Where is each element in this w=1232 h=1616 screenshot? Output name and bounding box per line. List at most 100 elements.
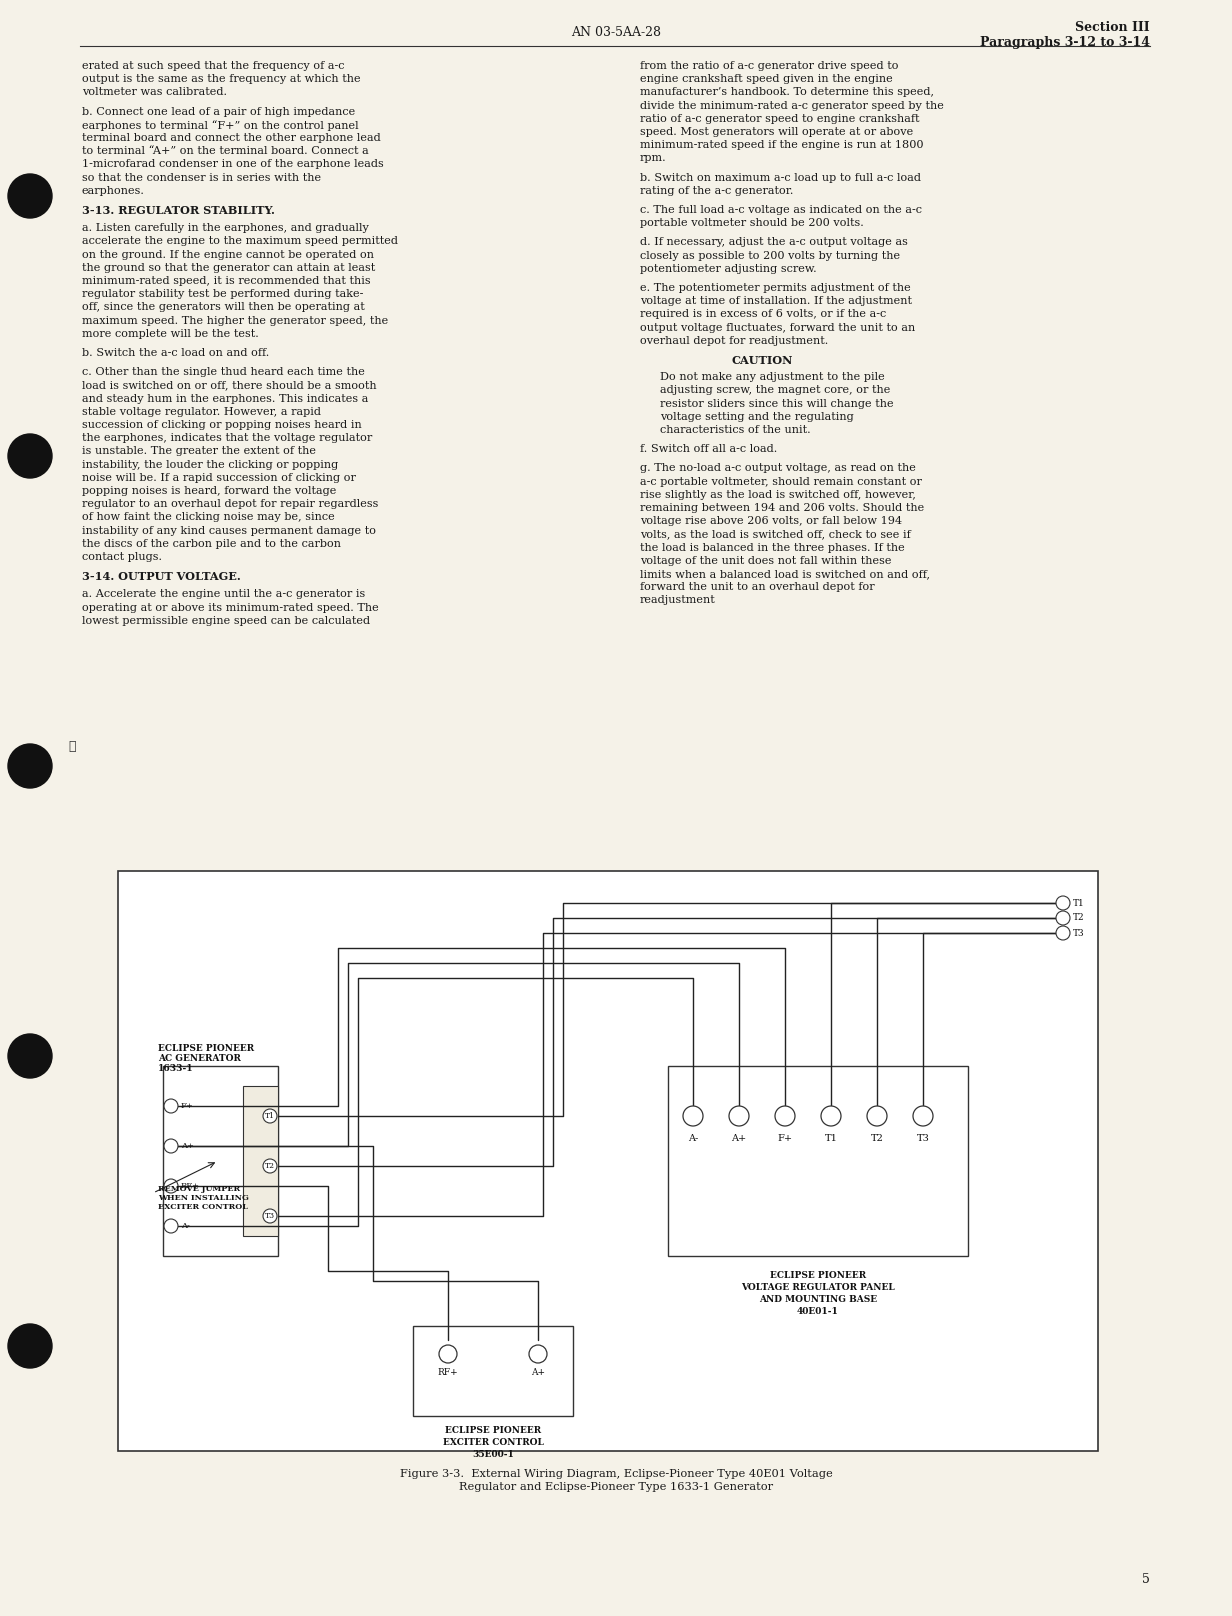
Text: to terminal “A+” on the terminal board. Connect a: to terminal “A+” on the terminal board. … bbox=[83, 145, 368, 157]
Circle shape bbox=[1056, 911, 1071, 924]
Text: b. Switch the a-c load on and off.: b. Switch the a-c load on and off. bbox=[83, 347, 270, 359]
Circle shape bbox=[683, 1105, 703, 1126]
Text: c. Other than the single thud heard each time the: c. Other than the single thud heard each… bbox=[83, 367, 365, 377]
Text: a. Listen carefully in the earphones, and gradually: a. Listen carefully in the earphones, an… bbox=[83, 223, 368, 233]
Circle shape bbox=[164, 1218, 177, 1233]
Text: WHEN INSTALLING: WHEN INSTALLING bbox=[158, 1194, 249, 1202]
Text: T3: T3 bbox=[917, 1134, 929, 1143]
Text: voltmeter was calibrated.: voltmeter was calibrated. bbox=[83, 87, 227, 97]
Text: T2: T2 bbox=[265, 1162, 275, 1170]
Text: maximum speed. The higher the generator speed, the: maximum speed. The higher the generator … bbox=[83, 315, 388, 325]
Bar bbox=[118, 871, 1098, 1451]
Circle shape bbox=[729, 1105, 749, 1126]
Text: regulator stability test be performed during take-: regulator stability test be performed du… bbox=[83, 289, 363, 299]
Text: 35E00-1: 35E00-1 bbox=[472, 1450, 514, 1459]
Circle shape bbox=[262, 1109, 277, 1123]
Text: A-: A- bbox=[181, 1222, 190, 1230]
Text: F+: F+ bbox=[181, 1102, 193, 1110]
Text: remaining between 194 and 206 volts. Should the: remaining between 194 and 206 volts. Sho… bbox=[639, 503, 924, 512]
Text: F+: F+ bbox=[777, 1134, 792, 1143]
Text: voltage setting and the regulating: voltage setting and the regulating bbox=[660, 412, 854, 422]
Text: speed. Most generators will operate at or above: speed. Most generators will operate at o… bbox=[639, 128, 913, 137]
Text: Regulator and Eclipse-Pioneer Type 1633-1 Generator: Regulator and Eclipse-Pioneer Type 1633-… bbox=[460, 1482, 772, 1492]
Text: instability, the louder the clicking or popping: instability, the louder the clicking or … bbox=[83, 459, 339, 470]
Circle shape bbox=[775, 1105, 795, 1126]
Text: AC GENERATOR: AC GENERATOR bbox=[158, 1054, 241, 1063]
Text: the ground so that the generator can attain at least: the ground so that the generator can att… bbox=[83, 263, 376, 273]
Circle shape bbox=[821, 1105, 841, 1126]
Circle shape bbox=[913, 1105, 933, 1126]
Text: succession of clicking or popping noises heard in: succession of clicking or popping noises… bbox=[83, 420, 362, 430]
Text: volts, as the load is switched off, check to see if: volts, as the load is switched off, chec… bbox=[639, 530, 910, 540]
Text: load is switched on or off, there should be a smooth: load is switched on or off, there should… bbox=[83, 380, 377, 391]
Text: engine crankshaft speed given in the engine: engine crankshaft speed given in the eng… bbox=[639, 74, 893, 84]
Text: REMOVE JUMPER: REMOVE JUMPER bbox=[158, 1185, 240, 1193]
Text: the earphones, indicates that the voltage regulator: the earphones, indicates that the voltag… bbox=[83, 433, 372, 443]
Text: adjusting screw, the magnet core, or the: adjusting screw, the magnet core, or the bbox=[660, 385, 891, 396]
Text: VOLTAGE REGULATOR PANEL: VOLTAGE REGULATOR PANEL bbox=[742, 1283, 894, 1293]
Text: ratio of a-c generator speed to engine crankshaft: ratio of a-c generator speed to engine c… bbox=[639, 113, 919, 124]
Text: a. Accelerate the engine until the a-c generator is: a. Accelerate the engine until the a-c g… bbox=[83, 590, 365, 600]
Text: T1: T1 bbox=[265, 1112, 275, 1120]
Text: and steady hum in the earphones. This indicates a: and steady hum in the earphones. This in… bbox=[83, 394, 368, 404]
Circle shape bbox=[164, 1180, 177, 1193]
Text: T1: T1 bbox=[1073, 898, 1084, 908]
Text: Do not make any adjustment to the pile: Do not make any adjustment to the pile bbox=[660, 372, 885, 383]
Text: e. The potentiometer permits adjustment of the: e. The potentiometer permits adjustment … bbox=[639, 283, 910, 292]
Text: off, since the generators will then be operating at: off, since the generators will then be o… bbox=[83, 302, 365, 312]
Bar bbox=[243, 1086, 278, 1236]
Text: so that the condenser is in series with the: so that the condenser is in series with … bbox=[83, 173, 322, 183]
Text: earphones.: earphones. bbox=[83, 186, 145, 196]
Text: from the ratio of a-c generator drive speed to: from the ratio of a-c generator drive sp… bbox=[639, 61, 898, 71]
Text: voltage of the unit does not fall within these: voltage of the unit does not fall within… bbox=[639, 556, 892, 566]
Circle shape bbox=[7, 1034, 52, 1078]
Bar bbox=[413, 1327, 573, 1416]
Text: manufacturer’s handbook. To determine this speed,: manufacturer’s handbook. To determine th… bbox=[639, 87, 934, 97]
Text: instability of any kind causes permanent damage to: instability of any kind causes permanent… bbox=[83, 525, 376, 535]
Text: A+: A+ bbox=[181, 1143, 193, 1151]
Text: T3: T3 bbox=[1073, 929, 1084, 937]
Text: 3-14. OUTPUT VOLTAGE.: 3-14. OUTPUT VOLTAGE. bbox=[83, 570, 240, 582]
Text: minimum-rated speed, it is recommended that this: minimum-rated speed, it is recommended t… bbox=[83, 276, 371, 286]
Text: is unstable. The greater the extent of the: is unstable. The greater the extent of t… bbox=[83, 446, 315, 456]
Text: on the ground. If the engine cannot be operated on: on the ground. If the engine cannot be o… bbox=[83, 249, 375, 260]
Text: earphones to terminal “F+” on the control panel: earphones to terminal “F+” on the contro… bbox=[83, 120, 359, 131]
Text: closely as possible to 200 volts by turning the: closely as possible to 200 volts by turn… bbox=[639, 250, 901, 260]
Text: potentiometer adjusting screw.: potentiometer adjusting screw. bbox=[639, 263, 817, 273]
Text: output voltage fluctuates, forward the unit to an: output voltage fluctuates, forward the u… bbox=[639, 323, 915, 333]
Text: rpm.: rpm. bbox=[639, 154, 667, 163]
Text: ECLIPSE PIONEER: ECLIPSE PIONEER bbox=[770, 1272, 866, 1280]
Text: required is in excess of 6 volts, or if the a-c: required is in excess of 6 volts, or if … bbox=[639, 309, 886, 320]
Circle shape bbox=[439, 1345, 457, 1362]
Text: Paragraphs 3-12 to 3-14: Paragraphs 3-12 to 3-14 bbox=[979, 36, 1149, 48]
Text: lowest permissible engine speed can be calculated: lowest permissible engine speed can be c… bbox=[83, 616, 370, 625]
Text: c. The full load a-c voltage as indicated on the a-c: c. The full load a-c voltage as indicate… bbox=[639, 205, 922, 215]
Circle shape bbox=[7, 1324, 52, 1369]
Text: T2: T2 bbox=[1073, 913, 1084, 923]
Bar bbox=[163, 1067, 278, 1256]
Text: T3: T3 bbox=[265, 1212, 275, 1220]
Circle shape bbox=[7, 435, 52, 478]
Text: RF+: RF+ bbox=[181, 1181, 200, 1189]
Text: A+: A+ bbox=[531, 1369, 545, 1377]
Circle shape bbox=[7, 175, 52, 218]
Text: Section III: Section III bbox=[1076, 21, 1149, 34]
Text: d. If necessary, adjust the a-c output voltage as: d. If necessary, adjust the a-c output v… bbox=[639, 238, 908, 247]
Text: regulator to an overhaul depot for repair regardless: regulator to an overhaul depot for repai… bbox=[83, 499, 378, 509]
Text: T2: T2 bbox=[871, 1134, 883, 1143]
Text: rating of the a-c generator.: rating of the a-c generator. bbox=[639, 186, 793, 196]
Text: terminal board and connect the other earphone lead: terminal board and connect the other ear… bbox=[83, 133, 381, 142]
Text: CAUTION: CAUTION bbox=[732, 356, 793, 365]
Text: minimum-rated speed if the engine is run at 1800: minimum-rated speed if the engine is run… bbox=[639, 141, 924, 150]
Text: portable voltmeter should be 200 volts.: portable voltmeter should be 200 volts. bbox=[639, 218, 864, 228]
Text: AND MOUNTING BASE: AND MOUNTING BASE bbox=[759, 1294, 877, 1304]
Circle shape bbox=[262, 1209, 277, 1223]
Text: 3-13. REGULATOR STABILITY.: 3-13. REGULATOR STABILITY. bbox=[83, 205, 275, 217]
Text: EXCITER CONTROL: EXCITER CONTROL bbox=[158, 1202, 248, 1210]
Text: 40E01-1: 40E01-1 bbox=[797, 1307, 839, 1315]
Bar bbox=[668, 1067, 968, 1256]
Text: Figure 3-3.  External Wiring Diagram, Eclipse-Pioneer Type 40E01 Voltage: Figure 3-3. External Wiring Diagram, Ecl… bbox=[399, 1469, 833, 1479]
Text: divide the minimum-rated a-c generator speed by the: divide the minimum-rated a-c generator s… bbox=[639, 100, 944, 110]
Text: resistor sliders since this will change the: resistor sliders since this will change … bbox=[660, 399, 893, 409]
Circle shape bbox=[262, 1159, 277, 1173]
